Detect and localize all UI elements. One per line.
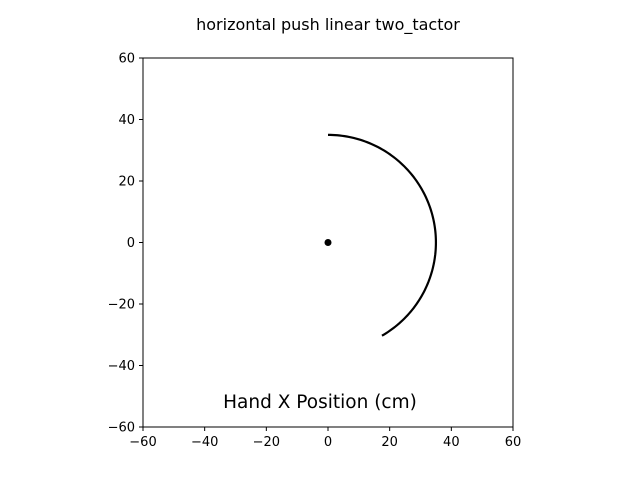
- y-tick-label: 20: [118, 175, 135, 190]
- x-tick-label: −40: [191, 435, 218, 450]
- y-tick-label: −20: [108, 298, 135, 313]
- chart-title: horizontal push linear two_tactor: [196, 15, 460, 35]
- plot-area: −60 −40 −20 0 20 40 60 −60 −40 −20 0 20 40 60: [108, 52, 522, 451]
- y-tick-label: −40: [108, 359, 135, 374]
- origin-point: [324, 239, 332, 246]
- y-tick-label: 0: [127, 236, 135, 251]
- trajectory-arc: [327, 133, 438, 337]
- y-tick-label: 40: [118, 113, 135, 128]
- x-tick-label: −20: [253, 435, 280, 450]
- x-tick-label: 0: [324, 435, 332, 450]
- x-tick-label: −60: [129, 435, 156, 450]
- y-tick-label: −60: [108, 421, 135, 436]
- x-tick-label: 40: [443, 435, 460, 450]
- y-tick-label: 60: [118, 52, 135, 67]
- x-tick-label: 20: [381, 435, 398, 450]
- x-tick-label: 60: [505, 435, 522, 450]
- hand-x-position-annotation: Hand X Position (cm): [223, 392, 417, 413]
